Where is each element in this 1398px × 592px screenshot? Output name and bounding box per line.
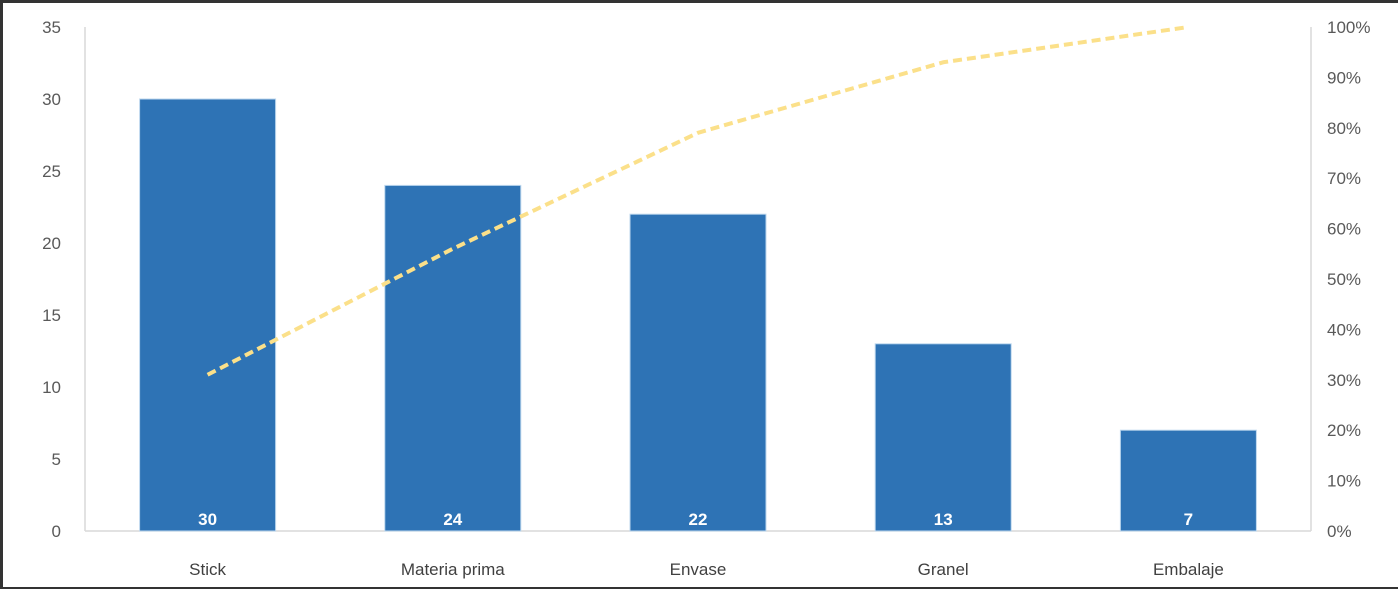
bar[interactable] <box>384 184 522 532</box>
secondary-y-tick-label: 50% <box>1327 270 1361 289</box>
category-label: Envase <box>670 560 727 579</box>
secondary-y-tick-label: 70% <box>1327 169 1361 188</box>
bar-data-label: 7 <box>1184 510 1193 529</box>
secondary-y-tick-label: 40% <box>1327 320 1361 339</box>
secondary-y-tick-label: 30% <box>1327 371 1361 390</box>
primary-y-tick-label: 30 <box>42 90 61 109</box>
category-label: Materia prima <box>401 560 505 579</box>
category-label: Stick <box>189 560 226 579</box>
secondary-y-tick-label: 100% <box>1327 18 1370 37</box>
bar[interactable] <box>629 213 767 532</box>
bar-data-label: 13 <box>934 510 953 529</box>
secondary-y-tick-label: 20% <box>1327 421 1361 440</box>
primary-y-tick-label: 25 <box>42 162 61 181</box>
category-label: Embalaje <box>1153 560 1224 579</box>
bar[interactable] <box>139 98 277 532</box>
pareto-chart: 0 5 10 15 20 25 30 35 0% 10% 20% 30% 40% 50% 60% 70% 80%… <box>42 18 1370 579</box>
primary-y-tick-label: 0 <box>52 522 61 541</box>
primary-y-tick-label: 10 <box>42 378 61 397</box>
bar-data-label: 24 <box>443 510 462 529</box>
bar-data-label: 30 <box>198 510 217 529</box>
secondary-y-tick-label: 60% <box>1327 220 1361 239</box>
cumulative-line[interactable] <box>206 25 1189 377</box>
secondary-y-tick-label: 0% <box>1327 522 1352 541</box>
bar[interactable] <box>1119 429 1257 532</box>
secondary-y-tick-label: 80% <box>1327 119 1361 138</box>
secondary-y-tick-label: 90% <box>1327 68 1361 87</box>
secondary-y-tick-label: 10% <box>1327 472 1361 491</box>
category-label: Granel <box>918 560 969 579</box>
primary-y-tick-label: 20 <box>42 234 61 253</box>
primary-y-tick-label: 15 <box>42 306 61 325</box>
bar-data-label: 22 <box>689 510 708 529</box>
primary-y-tick-label: 35 <box>42 18 61 37</box>
primary-y-tick-label: 5 <box>52 450 61 469</box>
bar[interactable] <box>874 343 1012 532</box>
